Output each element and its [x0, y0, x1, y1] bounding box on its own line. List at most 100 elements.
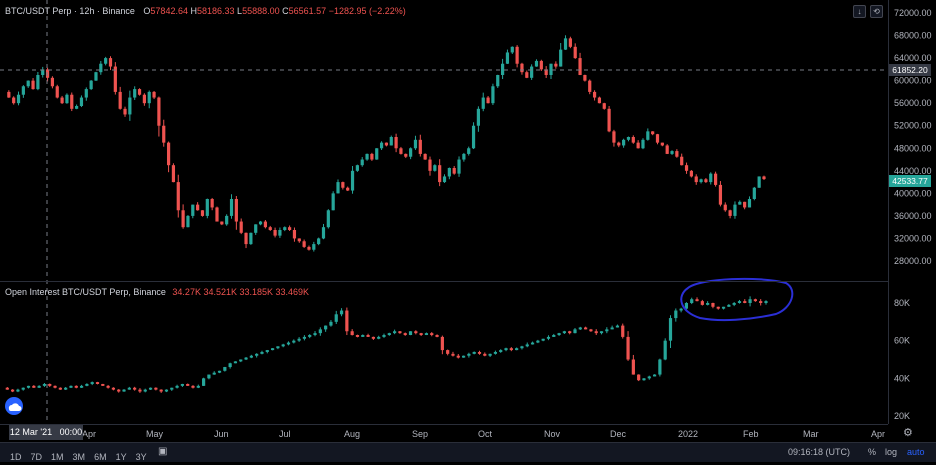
- candle-body: [85, 383, 89, 386]
- candle-body: [679, 308, 683, 311]
- candle-body: [641, 139, 645, 149]
- candle-body: [70, 94, 74, 109]
- pane-separator[interactable]: [0, 281, 888, 282]
- candle-body: [379, 142, 384, 149]
- timeframe-7d-button[interactable]: 7D: [30, 452, 43, 462]
- candle-body: [99, 63, 103, 73]
- log-scale-toggle[interactable]: log: [885, 447, 898, 457]
- candle-body: [345, 310, 349, 332]
- candle-body: [111, 387, 116, 390]
- candle-body: [588, 80, 592, 92]
- timeframe-1y-button[interactable]: 1Y: [115, 452, 127, 462]
- candle-body: [637, 374, 641, 381]
- candle-body: [331, 193, 335, 211]
- candle-body: [674, 310, 678, 319]
- candle-body: [202, 378, 206, 386]
- candle-body: [79, 97, 84, 106]
- date-range-calendar-icon[interactable]: ▣: [158, 446, 168, 457]
- candle-body: [276, 346, 280, 349]
- timeframe-3m-button[interactable]: 3M: [72, 452, 86, 462]
- chart-svg[interactable]: [0, 0, 888, 424]
- candle-body: [375, 148, 379, 160]
- candle-body: [258, 221, 263, 225]
- candle-body: [583, 75, 587, 81]
- candle-body: [706, 303, 710, 305]
- candle-body: [207, 374, 211, 379]
- open-label: O: [143, 6, 151, 16]
- candle-body: [499, 350, 503, 352]
- candle-body: [101, 383, 105, 386]
- candle-body: [64, 387, 68, 390]
- price-tick-label: 32000.00: [894, 233, 932, 243]
- candle-body: [539, 60, 543, 70]
- chart-canvas[interactable]: [0, 0, 888, 424]
- candle-body: [605, 329, 609, 332]
- candle-body: [31, 80, 35, 90]
- candle-body: [670, 151, 674, 154]
- candle-body: [196, 385, 200, 388]
- candle-body: [233, 361, 238, 364]
- hand-drawn-ellipse-annotation[interactable]: [680, 277, 794, 322]
- maximize-pane-icon[interactable]: ⟲: [870, 5, 883, 18]
- candle-body: [592, 91, 597, 98]
- candle-body: [365, 153, 369, 160]
- candle-body: [355, 165, 359, 171]
- cloud-logo-icon[interactable]: [5, 397, 23, 415]
- timeframe-1d-button[interactable]: 1D: [10, 452, 22, 462]
- settings-gear-icon[interactable]: ⚙: [903, 427, 913, 439]
- candle-body: [157, 97, 161, 126]
- candle-body: [546, 336, 551, 339]
- time-tick-label: Aug: [344, 429, 360, 439]
- timeframe-6m-button[interactable]: 6M: [94, 452, 107, 462]
- high-value: 58186.33: [196, 6, 235, 16]
- candle-body: [313, 333, 317, 336]
- candle-body: [504, 348, 508, 351]
- candle-body: [220, 221, 224, 225]
- arrow-down-icon[interactable]: ↓: [853, 5, 866, 18]
- candle-body: [200, 210, 205, 216]
- time-axis-svg: Apr May Jun Jul Aug Sep Oct Nov Dec 2022 Feb Mar Apr: [82, 429, 885, 439]
- candle-body: [615, 325, 620, 328]
- candle-body: [12, 97, 16, 104]
- oi-tick-label: 80K: [894, 298, 910, 308]
- timeframe-3y-button[interactable]: 3Y: [135, 452, 147, 462]
- candle-body: [394, 137, 398, 149]
- candle-body: [626, 336, 630, 360]
- candle-body: [215, 207, 219, 222]
- candle-body: [11, 389, 15, 392]
- candle-body: [7, 91, 11, 98]
- candle-body: [446, 350, 450, 354]
- candle-body: [515, 46, 519, 64]
- candle-body: [212, 372, 216, 375]
- timeframe-1m-button[interactable]: 1M: [51, 452, 64, 462]
- candle-body: [435, 335, 439, 337]
- candle-body: [721, 306, 726, 309]
- high-label: H: [190, 6, 197, 16]
- auto-scale-toggle[interactable]: auto: [907, 447, 925, 457]
- percent-scale-toggle[interactable]: %: [868, 447, 877, 457]
- candle-body: [108, 58, 113, 67]
- candle-body: [488, 353, 492, 356]
- open-interest-legend: Open Interest BTC/USDT Perp, Binance 34.…: [5, 287, 309, 297]
- candle-body: [205, 199, 209, 216]
- candle-body: [584, 327, 588, 330]
- candle-body: [384, 142, 389, 146]
- price-tick-label: 36000.00: [894, 211, 932, 221]
- candle-body: [350, 331, 354, 336]
- utc-clock[interactable]: 09:16:18 (UTC): [788, 447, 851, 457]
- candle-body: [440, 336, 444, 351]
- candle-body: [65, 94, 69, 104]
- candle-body: [286, 342, 291, 345]
- candle-body: [148, 387, 153, 390]
- candle-body: [281, 344, 285, 347]
- time-axis[interactable]: Apr May Jun Jul Aug Sep Oct Nov Dec 2022 Feb Mar Apr: [0, 424, 888, 442]
- low-label: L: [237, 6, 243, 16]
- time-tick-label: Dec: [610, 429, 627, 439]
- open-interest-candles: [5, 296, 768, 393]
- candle-body: [123, 108, 127, 115]
- candle-body: [612, 131, 616, 143]
- candle-body: [336, 182, 340, 194]
- candle-body: [655, 134, 660, 143]
- time-tick-label: Mar: [803, 429, 819, 439]
- candle-body: [530, 66, 534, 78]
